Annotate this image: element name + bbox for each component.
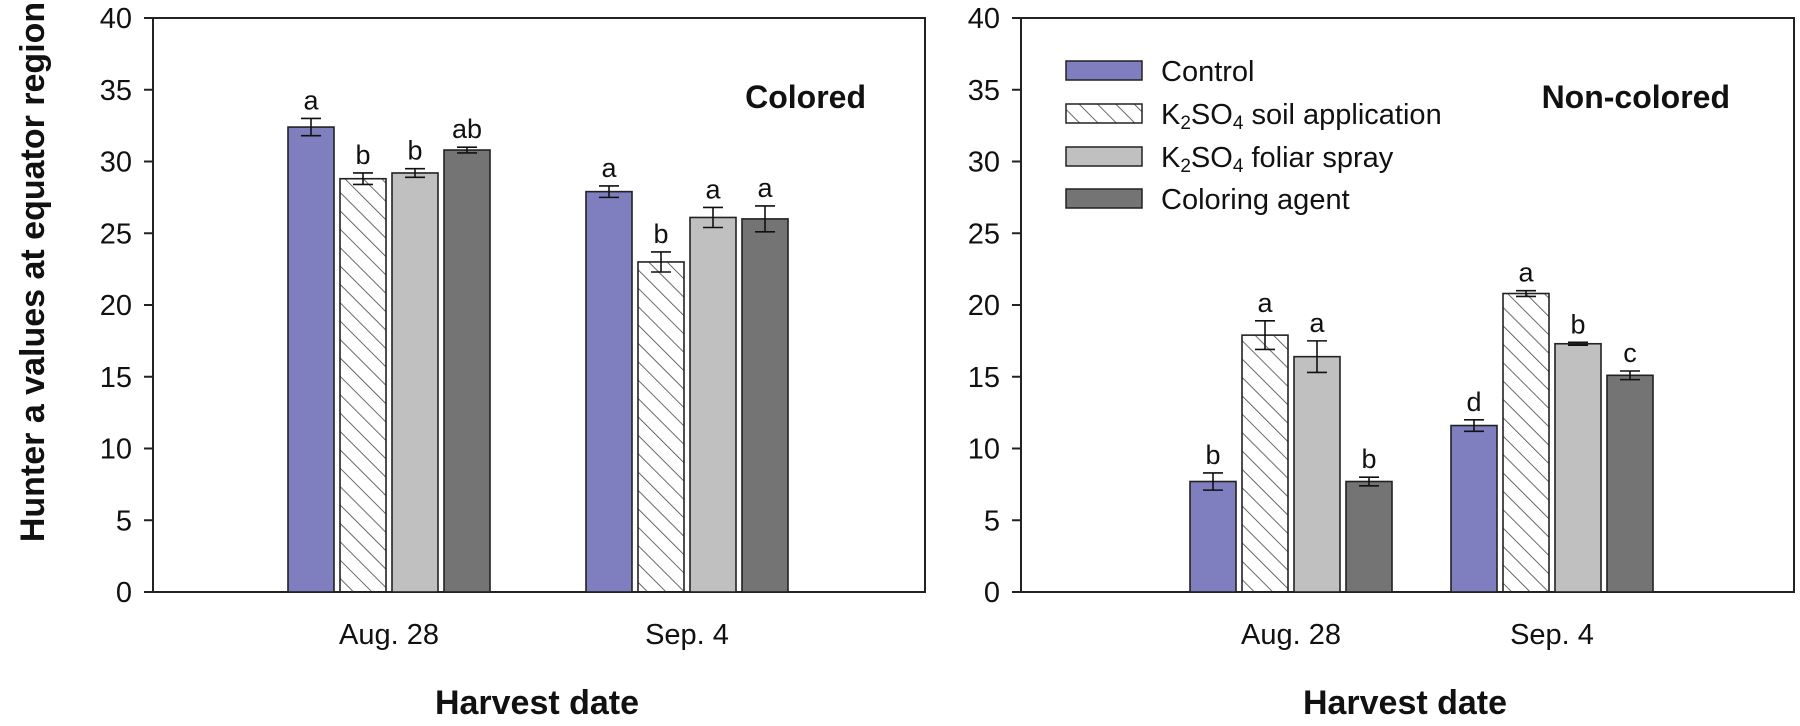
subscript: 2 <box>1180 113 1191 134</box>
y-tick-label: 0 <box>116 577 132 609</box>
y-tick-label: 10 <box>968 434 1000 466</box>
bar-control <box>1189 480 1237 593</box>
x-tick-label: Aug. 28 <box>339 619 439 651</box>
y-tick-label: 15 <box>968 362 1000 394</box>
y-tick-label: 5 <box>116 505 132 537</box>
significance-letter: b <box>1570 309 1585 339</box>
subscript: 4 <box>1233 156 1244 177</box>
y-tick-label: 10 <box>100 434 132 466</box>
x-tick-label: Aug. 28 <box>1241 619 1341 651</box>
x-tick-label: Sep. 4 <box>1510 619 1594 651</box>
legend-text: soil application <box>1243 99 1441 131</box>
x-axis-title: Harvest date <box>435 684 639 722</box>
bar-foliar-spray <box>689 216 737 593</box>
panel-label: Non-colored <box>1542 79 1730 115</box>
legend-text: K <box>1161 99 1181 131</box>
bar-soil-application <box>1241 334 1289 593</box>
y-axis: 0 5 10 15 20 25 30 35 40 <box>100 3 153 609</box>
legend-label-soil: K2SO4 soil application <box>1161 99 1442 134</box>
bar-coloring-agent <box>443 149 491 593</box>
y-tick-label: 40 <box>100 3 132 35</box>
significance-letter: a <box>1257 288 1273 318</box>
significance-letter: d <box>1466 387 1481 417</box>
significance-letter: a <box>601 153 617 183</box>
legend-swatch-foliar <box>1065 146 1143 167</box>
y-tick-label: 20 <box>100 290 132 322</box>
legend-swatch-soil <box>1065 103 1143 124</box>
legend-text: SO <box>1191 99 1233 131</box>
bar-control <box>287 126 335 593</box>
bar-foliar-spray <box>391 172 439 593</box>
subscript: 2 <box>1180 156 1191 177</box>
legend-label-agent: Coloring agent <box>1161 184 1350 216</box>
x-axis: Aug. 28 Sep. 4 <box>1241 619 1594 651</box>
bar-soil-application <box>637 261 685 593</box>
bar-group: b a a b d a b c <box>1189 258 1654 593</box>
legend-text: foliar spray <box>1243 142 1393 174</box>
legend-item-soil: K2SO4 soil application <box>1065 99 1442 134</box>
legend-text: SO <box>1191 142 1233 174</box>
legend-swatch-agent <box>1065 188 1143 209</box>
significance-letter: b <box>355 140 370 170</box>
legend-label-foliar: K2SO4 foliar spray <box>1161 142 1394 177</box>
y-axis-title: Hunter a values at equator region <box>14 2 52 542</box>
bar-soil-application <box>1502 292 1550 593</box>
legend-swatch-control <box>1065 60 1143 81</box>
x-tick-label: Sep. 4 <box>645 619 729 651</box>
panel-label: Colored <box>745 79 866 115</box>
y-axis: 0 5 10 15 20 25 30 35 40 <box>968 3 1021 609</box>
legend-item-agent: Coloring agent <box>1065 184 1350 216</box>
y-tick-label: 25 <box>100 218 132 250</box>
significance-letter: b <box>1361 444 1376 474</box>
legend-label-control: Control <box>1161 56 1255 88</box>
bar-control <box>1450 424 1498 593</box>
y-tick-label: 30 <box>100 147 132 179</box>
significance-letter: a <box>705 174 721 204</box>
significance-letter: a <box>1518 258 1534 288</box>
bar-coloring-agent <box>1606 374 1654 593</box>
y-tick-label: 35 <box>100 75 132 107</box>
significance-letter: b <box>407 136 422 166</box>
bar-coloring-agent <box>741 218 789 593</box>
significance-letter: a <box>303 85 319 115</box>
y-tick-label: 5 <box>984 505 1000 537</box>
y-tick-label: 0 <box>984 577 1000 609</box>
bar-foliar-spray <box>1554 342 1602 593</box>
significance-letter: ab <box>452 114 482 144</box>
significance-letter: c <box>1623 338 1637 368</box>
bar-foliar-spray <box>1293 355 1341 593</box>
y-tick-label: 25 <box>968 218 1000 250</box>
y-tick-label: 30 <box>968 147 1000 179</box>
legend-text: K <box>1161 142 1181 174</box>
significance-letter: b <box>653 219 668 249</box>
significance-letter: a <box>757 173 773 203</box>
y-tick-label: 15 <box>100 362 132 394</box>
x-axis-title: Harvest date <box>1303 684 1507 722</box>
legend-item-control: Control <box>1065 56 1255 88</box>
y-tick-label: 40 <box>968 3 1000 35</box>
y-tick-label: 20 <box>968 290 1000 322</box>
bar-coloring-agent <box>1345 480 1393 593</box>
significance-letter: a <box>1309 308 1325 338</box>
subscript: 4 <box>1233 113 1244 134</box>
bar-control <box>585 190 633 593</box>
bar-soil-application <box>339 177 387 593</box>
y-tick-label: 35 <box>968 75 1000 107</box>
x-axis: Aug. 28 Sep. 4 <box>339 619 729 651</box>
legend-item-foliar: K2SO4 foliar spray <box>1065 142 1394 177</box>
significance-letter: b <box>1205 440 1220 470</box>
legend: Control K2SO4 soil application K2SO4 fol… <box>1065 56 1442 216</box>
